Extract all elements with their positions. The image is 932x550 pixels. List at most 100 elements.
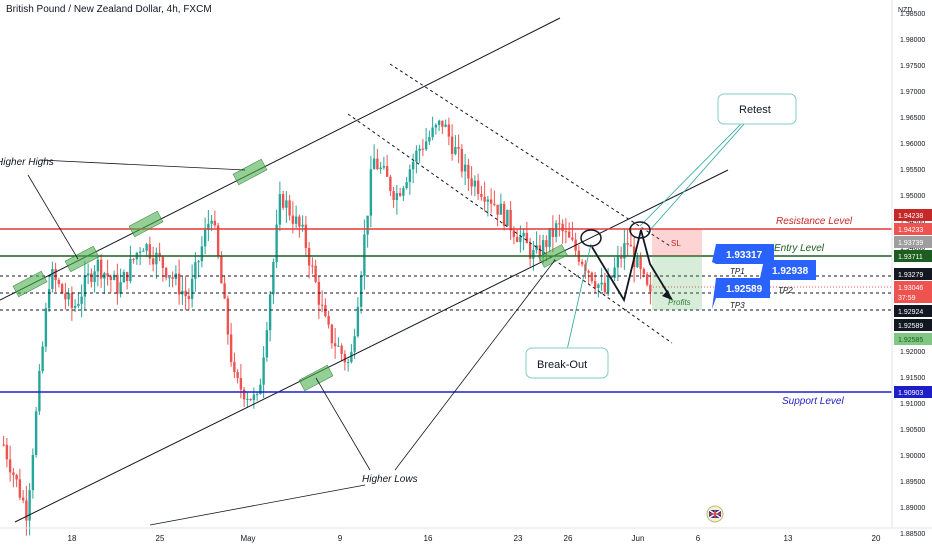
svg-text:1.90903: 1.90903 [898, 390, 923, 397]
candle-body [93, 271, 96, 282]
candle-body [320, 304, 324, 306]
projection-path [591, 229, 673, 303]
higher-high-marker [128, 210, 164, 238]
candle-body [636, 256, 639, 268]
candle-body [493, 203, 496, 205]
y-tick-label: 1.89000 [900, 505, 925, 512]
candle-body [8, 459, 12, 473]
candle-body [314, 265, 317, 282]
candle-body [567, 231, 571, 238]
candle-body [473, 180, 477, 187]
higher-lows-label: Higher Lows [362, 474, 418, 485]
price-tags: 1.94238 1.94233 1.93739 1.93711 1.93279 1.930… [894, 209, 932, 398]
candle-body [554, 223, 558, 237]
breakout-callout[interactable]: Break-Out [525, 347, 609, 379]
x-tick-label: 20 [872, 534, 881, 543]
candle-body [489, 199, 493, 204]
time-axis-labels: 18 25 May 9 16 23 26 Jun 6 13 20 [68, 534, 881, 543]
candle-body [327, 316, 330, 325]
y-tick-label: 1.88500 [900, 531, 925, 538]
price-label-1[interactable]: 1.93317 [712, 244, 774, 264]
candle-body [590, 272, 594, 282]
ascending-channel-lower[interactable] [14, 169, 729, 523]
x-tick-label: May [240, 534, 255, 543]
candle-body [86, 273, 90, 276]
candle-body [44, 308, 48, 347]
candle-body [171, 277, 174, 279]
candle-body [337, 345, 340, 347]
sl-label: SL [671, 239, 681, 248]
candle-body [437, 120, 441, 125]
candle-body [155, 252, 158, 265]
candle-body [346, 362, 350, 364]
candle-body [54, 269, 57, 281]
candle-body [112, 274, 116, 280]
descending-channel-upper[interactable] [389, 63, 671, 247]
candle-body [350, 351, 353, 363]
candle-body [210, 220, 213, 224]
svg-text:1.92589: 1.92589 [898, 323, 923, 330]
candle-body [480, 193, 483, 197]
candle-body [223, 283, 226, 299]
uk-flag-icon[interactable] [706, 505, 724, 523]
candle-body [233, 361, 236, 372]
candle-body [431, 127, 434, 138]
candle-body [467, 164, 470, 179]
retest-pointer [639, 122, 743, 227]
candle-body [73, 305, 77, 308]
price-label-3-text: 1.92589 [726, 284, 763, 295]
price-tag: 1.92585 [894, 333, 932, 345]
candle-body [558, 223, 561, 225]
candle-body [272, 262, 275, 295]
price-label-3[interactable]: 1.92589 [712, 278, 770, 309]
candle-body [307, 248, 311, 266]
candle-body [145, 244, 148, 251]
candle-body [252, 394, 256, 401]
tp3-label: TP3 [730, 301, 745, 310]
candle-body [392, 190, 395, 201]
candle-body [366, 215, 369, 235]
profit-zone[interactable] [652, 256, 702, 310]
price-tag: 37:59 [894, 291, 932, 303]
candle-body [301, 224, 304, 227]
candle-body [606, 276, 610, 293]
candle-body [268, 294, 272, 331]
candle-body [483, 196, 486, 202]
candle-body [226, 298, 230, 335]
candle-body [70, 293, 74, 308]
y-tick-label: 1.92000 [900, 349, 925, 356]
candle-body [395, 193, 399, 201]
candle-body [421, 148, 425, 150]
y-tick-label: 1.95000 [900, 193, 925, 200]
candle-body [47, 288, 51, 309]
stop-loss-zone[interactable] [652, 229, 702, 256]
price-label-2[interactable]: 1.92938 [760, 260, 816, 280]
higher-highs-pointer [27, 174, 79, 260]
candle-body [476, 180, 480, 194]
candle-body [304, 224, 308, 249]
candle-body [532, 249, 535, 259]
candle-body [460, 148, 464, 172]
candle-body [90, 273, 93, 282]
y-tick-label: 1.90000 [900, 453, 925, 460]
price-tag: 1.94238 [894, 209, 932, 221]
candle-body [457, 147, 460, 149]
candle-body [220, 256, 223, 284]
higher-highs-label: Higher Highs [0, 157, 54, 168]
candle-body [376, 158, 379, 170]
candle-body [545, 240, 548, 248]
projection-arrowhead [662, 290, 672, 300]
candle-body [311, 265, 314, 267]
candle-body [580, 261, 584, 265]
x-tick-label: 18 [68, 534, 77, 543]
candle-body [385, 166, 389, 177]
candle-body [411, 161, 415, 170]
candle-body [525, 232, 529, 244]
breakout-marker [538, 244, 568, 268]
candle-body [402, 188, 405, 196]
higher-highs-pointer [39, 159, 246, 171]
candle-body [629, 244, 633, 247]
retest-callout[interactable]: Retest [717, 93, 797, 125]
y-tick-label: 1.97500 [900, 63, 925, 70]
